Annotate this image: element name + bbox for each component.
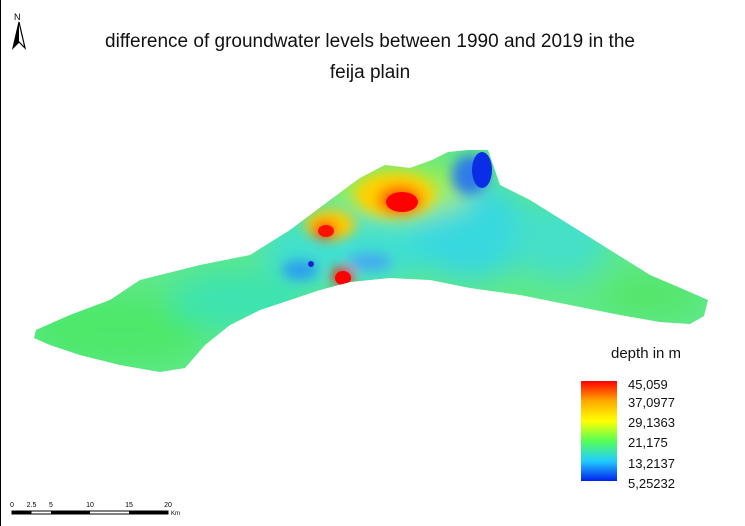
legend-label: 21,175 <box>628 435 668 450</box>
legend-color-ramp <box>581 381 617 481</box>
scale-tick-label: 10 <box>86 502 94 509</box>
legend-label: 37,0977 <box>628 395 675 410</box>
legend-label: 29,1363 <box>628 415 675 430</box>
north-arrow-icon <box>11 21 27 50</box>
legend-label: 13,2137 <box>628 456 675 471</box>
legend-label: 45,059 <box>628 377 668 392</box>
scale-tick-label: 2.5 <box>27 502 37 509</box>
scale-unit: Km <box>171 511 180 517</box>
title-line-2: feija plain <box>329 62 411 83</box>
scale-tick-label: 0 <box>10 502 14 509</box>
scale-tick-label: 20 <box>164 502 172 509</box>
scale-bar: 0 2.5 5 10 15 20 Km <box>10 502 180 517</box>
legend-label: 5,25232 <box>628 476 675 491</box>
north-label: N <box>14 12 21 22</box>
title-line-1: difference of groundwater levels between… <box>105 31 635 52</box>
legend-title: depth in m <box>611 345 682 362</box>
scale-tick-label: 5 <box>49 502 53 509</box>
frame-border <box>0 0 1 526</box>
scale-tick-label: 15 <box>125 502 133 509</box>
map-title: difference of groundwater levels between… <box>70 26 670 88</box>
